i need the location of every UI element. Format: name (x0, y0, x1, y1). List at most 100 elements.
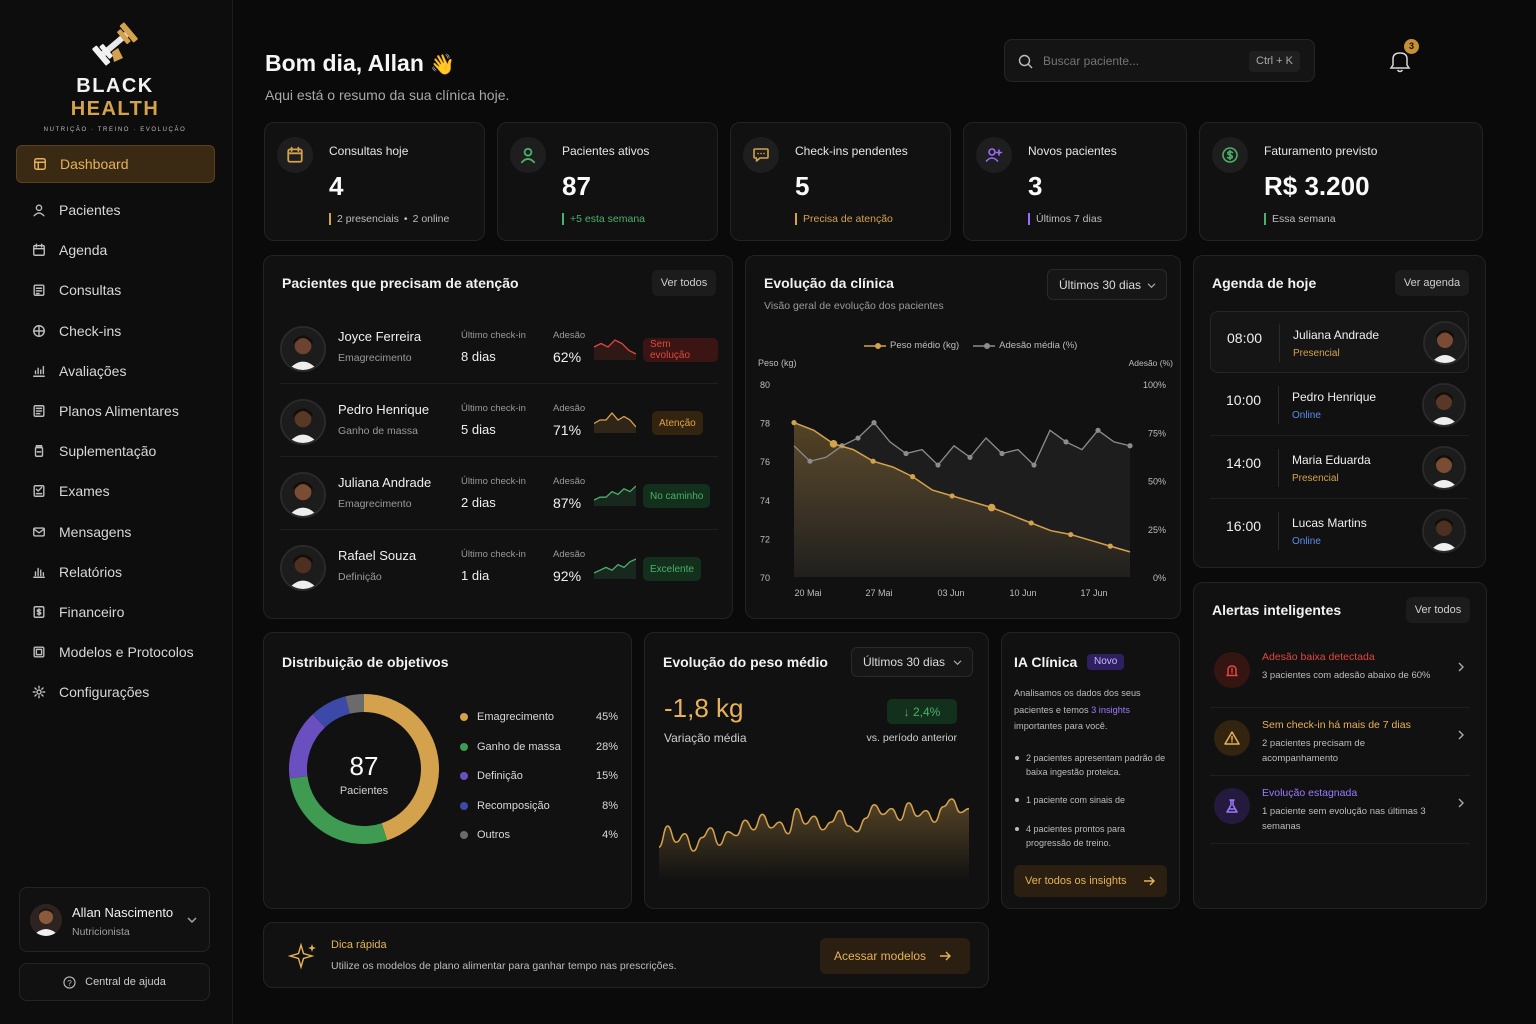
sidebar-item-mensagens[interactable]: Mensagens (16, 513, 215, 551)
alert-item[interactable]: Evolução estagnada 1 paciente sem evoluçã… (1210, 776, 1470, 844)
legend-adherence-marker (973, 342, 996, 349)
brand-logo[interactable]: BLACK HEALTH NUTRIÇÃO · TREINO · EVOLUÇÃ… (30, 22, 200, 133)
stat-icon-wrap (1212, 137, 1248, 173)
sidebar-item-label: Avaliações (59, 362, 127, 379)
view-agenda-button[interactable]: Ver agenda (1395, 270, 1469, 296)
adherence-sparkline (594, 485, 636, 506)
adherence-point[interactable] (935, 462, 941, 468)
donut-slice[interactable] (289, 776, 388, 844)
attention-row[interactable]: Joyce Ferreira Emagrecimento Último check-… (280, 314, 718, 384)
weight-point[interactable] (1068, 531, 1074, 538)
adherence-point[interactable] (1031, 462, 1037, 468)
agenda-time: 10:00 (1226, 392, 1262, 408)
status-badge: Excelente (643, 557, 701, 581)
alert-item[interactable]: Sem check-in há mais de 7 dias 2 paciente… (1210, 708, 1470, 776)
agenda-item[interactable]: 08:00 Juliana Andrade Presencial (1210, 311, 1469, 373)
agenda-item[interactable]: 10:00 Pedro Henrique Online (1210, 374, 1469, 436)
weight-point[interactable] (1107, 543, 1113, 549)
sidebar-item-modelos-e-protocolos[interactable]: Modelos e Protocolos (16, 633, 215, 671)
sidebar-item-dashboard[interactable]: Dashboard (16, 145, 215, 183)
notifications-button[interactable]: 3 (1386, 39, 1419, 74)
donut-slice[interactable] (345, 694, 364, 714)
stat-subtext: Últimos 7 dias (1028, 213, 1102, 225)
sidebar-item-check-ins[interactable]: Check-ins (16, 312, 215, 350)
stat-card[interactable]: Check-ins pendentes 5 Precisa de atenção (730, 122, 951, 241)
adherence-point[interactable] (807, 458, 813, 464)
last-checkin-label: Último check-in (461, 476, 526, 487)
donut-slice[interactable] (364, 694, 439, 841)
evolution-line-chart: Peso (kg) Adesão (%) 80 78 76 74 72 70 100% 75% 50… (758, 358, 1173, 598)
view-all-alerts-button[interactable]: Ver todos (1406, 597, 1470, 623)
weight-point[interactable] (987, 503, 996, 512)
agenda-divider (1279, 324, 1280, 362)
access-templates-button[interactable]: Acessar modelos (820, 938, 970, 974)
sidebar-item-label: Relatórios (59, 563, 123, 580)
sidebar-item-pacientes[interactable]: Pacientes (16, 191, 215, 229)
sidebar-item-planos-alimentares[interactable]: Planos Alimentares (16, 392, 215, 430)
ia-insights-link[interactable]: 3 insights (1091, 704, 1130, 715)
alert-item[interactable]: Adesão baixa detectada 3 pacientes com ad… (1210, 640, 1470, 708)
ia-insights-button[interactable]: Ver todos os insights (1014, 865, 1167, 897)
adherence-point[interactable] (1127, 443, 1133, 449)
weight-point[interactable] (1028, 520, 1034, 526)
attention-row[interactable]: Pedro Henrique Ganho de massa Último check… (280, 387, 718, 457)
weight-point[interactable] (870, 458, 876, 464)
sidebar-nav: Dashboard Pacientes Agenda Consultas Check-i… (16, 145, 215, 713)
sidebar-item-consultas[interactable]: Consultas (16, 271, 215, 309)
adherence-point[interactable] (967, 454, 973, 460)
access-templates-label: Acessar modelos (834, 949, 927, 963)
adherence-point[interactable] (903, 450, 909, 457)
search-input[interactable] (1043, 51, 1233, 71)
sidebar-item-avalia-es[interactable]: Avaliações (16, 352, 215, 390)
agenda-item[interactable]: 14:00 Maria Eduarda Presencial (1210, 437, 1469, 499)
adherence-point[interactable] (1095, 427, 1101, 433)
patient-name: Joyce Ferreira (338, 329, 422, 344)
weight-point[interactable] (909, 474, 916, 480)
stat-subtext: 2 presenciais • 2 online (329, 213, 449, 225)
sidebar-item-relat-rios[interactable]: Relatórios (16, 553, 215, 591)
agenda-item[interactable]: 16:00 Lucas Martins Online (1210, 500, 1469, 562)
view-all-patients-button[interactable]: Ver todos (652, 270, 716, 296)
sidebar-item-financeiro[interactable]: Financeiro (16, 593, 215, 631)
sidebar-item-exames[interactable]: Exames (16, 472, 215, 510)
sidebar-item-suplementa-o[interactable]: Suplementação (16, 432, 215, 470)
legend-item: Emagrecimento 45% (460, 711, 618, 723)
search-bar[interactable]: Ctrl + K (1004, 39, 1315, 82)
stat-label: Check-ins pendentes (795, 144, 908, 158)
adherence-point[interactable] (1063, 439, 1069, 445)
agenda-divider (1278, 449, 1279, 487)
adherence-point[interactable] (871, 420, 877, 426)
adherence-point[interactable] (855, 435, 861, 441)
donut-slice[interactable] (312, 696, 350, 728)
adherence-point[interactable] (999, 450, 1005, 457)
stat-card[interactable]: Pacientes ativos 87 +5 esta semana (497, 122, 718, 241)
weight-point[interactable] (791, 420, 797, 426)
attention-row[interactable]: Rafael Souza Definição Último check-in 1 di… (280, 533, 718, 603)
stat-card[interactable]: Novos pacientes 3 Últimos 7 dias (963, 122, 1187, 241)
weight-point[interactable] (829, 440, 838, 448)
chevron-down-icon[interactable] (187, 916, 197, 924)
weight-area-fill (659, 799, 969, 881)
help-center-button[interactable]: ? Central de ajuda (19, 963, 210, 1001)
y-tick-label: 80 (760, 380, 770, 390)
sparkline-line (594, 412, 636, 428)
stat-card[interactable]: Faturamento previsto R$ 3.200 Essa semana (1199, 122, 1483, 241)
weight-period-select[interactable]: Últimos 30 dias (851, 647, 973, 677)
page-title: Bom dia, Allan 👋 (265, 50, 455, 77)
help-icon: ? (63, 975, 76, 989)
adherence-sparkline (594, 339, 636, 360)
user-profile-card[interactable]: Allan Nascimento Nutricionista (19, 887, 210, 952)
donut-slice[interactable] (289, 714, 325, 779)
y-tick-label: 74 (760, 496, 770, 506)
attention-row[interactable]: Juliana Andrade Emagrecimento Último check… (280, 460, 718, 530)
sidebar-item-configura-es[interactable]: Configurações (16, 673, 215, 711)
adherence-value: 62% (553, 349, 582, 365)
avatar (1422, 509, 1466, 553)
weight-point[interactable] (949, 493, 955, 499)
clipboard-icon (33, 284, 45, 297)
evolution-period-select[interactable]: Últimos 30 dias (1047, 269, 1167, 300)
template-icon (33, 646, 45, 658)
sidebar-item-agenda[interactable]: Agenda (16, 231, 215, 269)
legend-dot (460, 831, 468, 840)
stat-card[interactable]: Consultas hoje 4 2 presenciais • 2 online (264, 122, 485, 241)
